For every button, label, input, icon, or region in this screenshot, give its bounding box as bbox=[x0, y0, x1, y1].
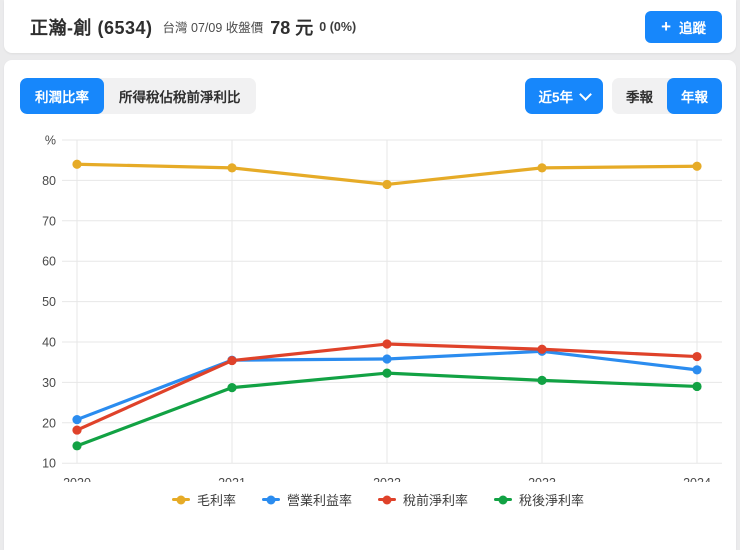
data-point[interactable] bbox=[692, 381, 702, 392]
data-point[interactable] bbox=[382, 368, 392, 378]
metric-tab-group: 利潤比率 所得稅佔稅前淨利比 bbox=[20, 78, 256, 114]
axis-label: 2021 bbox=[218, 476, 246, 482]
data-point[interactable] bbox=[72, 159, 82, 169]
axis-label: 2022 bbox=[373, 476, 401, 482]
close-price: 78 元 bbox=[270, 17, 314, 38]
stock-title: 正瀚-創 (6534) bbox=[30, 17, 153, 38]
price-change: 0 (0%) bbox=[319, 19, 357, 34]
tab-profit-ratio[interactable]: 利潤比率 bbox=[20, 78, 104, 114]
legend-label: 毛利率 bbox=[196, 493, 236, 508]
chart-card: 利潤比率 所得稅佔稅前淨利比 近5年 季報 年報 10 20 30 40 50 60 70 8… bbox=[4, 60, 736, 550]
legend-item[interactable]: 毛利率 bbox=[171, 490, 236, 509]
data-point[interactable] bbox=[72, 414, 82, 425]
legend-marker-icon bbox=[378, 495, 396, 504]
follow-button[interactable]: + 追蹤 bbox=[645, 10, 722, 43]
period-toggle-group: 季報 年報 bbox=[612, 78, 722, 114]
follow-button-label: 追蹤 bbox=[679, 20, 706, 36]
axis-label: 2024 bbox=[683, 476, 711, 482]
data-point[interactable] bbox=[692, 351, 702, 362]
legend-marker-icon bbox=[171, 495, 190, 504]
toggle-quarterly[interactable]: 季報 bbox=[612, 78, 667, 114]
toggle-yearly[interactable]: 年報 bbox=[667, 78, 722, 114]
data-point[interactable] bbox=[227, 355, 237, 366]
legend-label: 稅前淨利率 bbox=[403, 493, 469, 508]
axis-label: 2020 bbox=[63, 476, 91, 482]
axis-label: 40 bbox=[42, 336, 56, 350]
chart-legend: 毛利率 營業利益率 稅前淨利率 稅後淨利率 bbox=[20, 490, 736, 509]
axis-label: % bbox=[45, 134, 56, 148]
axis-label: 30 bbox=[42, 376, 56, 390]
chart-toolbar: 利潤比率 所得稅佔稅前淨利比 近5年 季報 年報 bbox=[20, 78, 722, 114]
data-point[interactable] bbox=[692, 365, 702, 375]
line-chart: 10 20 30 40 50 60 70 80% 2020 2021 2022 2023 2024 毛利… bbox=[20, 130, 736, 509]
plus-icon: + bbox=[661, 17, 671, 36]
data-point[interactable] bbox=[72, 425, 82, 435]
legend-marker-icon bbox=[261, 495, 280, 504]
legend-item[interactable]: 稅後淨利率 bbox=[494, 490, 584, 509]
data-point[interactable] bbox=[227, 383, 237, 393]
data-point[interactable] bbox=[227, 163, 237, 173]
data-point[interactable] bbox=[537, 163, 547, 173]
data-point[interactable] bbox=[382, 354, 392, 364]
range-dropdown-label: 近5年 bbox=[538, 90, 573, 105]
axis-label: 50 bbox=[42, 295, 56, 309]
legend-label: 營業利益率 bbox=[286, 493, 352, 508]
profit-ratio-chart-canvas[interactable]: 10 20 30 40 50 60 70 80% 2020 2021 2022 2023 2024 bbox=[20, 130, 732, 482]
data-point[interactable] bbox=[537, 344, 547, 354]
data-point[interactable] bbox=[72, 441, 82, 451]
axis-label: 2023 bbox=[528, 476, 556, 482]
axis-label: 20 bbox=[42, 416, 56, 430]
legend-item[interactable]: 稅前淨利率 bbox=[378, 490, 468, 509]
axis-label: 60 bbox=[42, 255, 56, 269]
data-point[interactable] bbox=[537, 375, 547, 385]
data-point[interactable] bbox=[382, 339, 392, 349]
axis-label: 70 bbox=[42, 214, 56, 228]
legend-marker-icon bbox=[494, 495, 513, 504]
stock-header-bar: 正瀚-創 (6534) 台灣 07/09 收盤價 78 元 0 (0%) + 追… bbox=[4, 0, 736, 53]
data-point[interactable] bbox=[692, 161, 702, 171]
axis-label: 10 bbox=[42, 457, 56, 471]
data-point[interactable] bbox=[382, 179, 392, 190]
range-dropdown[interactable]: 近5年 bbox=[525, 78, 603, 114]
axis-label: 80 bbox=[42, 174, 56, 188]
tab-income-tax-ratio[interactable]: 所得稅佔稅前淨利比 bbox=[104, 78, 256, 114]
chevron-down-icon bbox=[579, 87, 592, 101]
market-close-info: 台灣 07/09 收盤價 bbox=[162, 21, 264, 35]
legend-item[interactable]: 營業利益率 bbox=[261, 490, 352, 509]
legend-label: 稅後淨利率 bbox=[519, 493, 585, 508]
